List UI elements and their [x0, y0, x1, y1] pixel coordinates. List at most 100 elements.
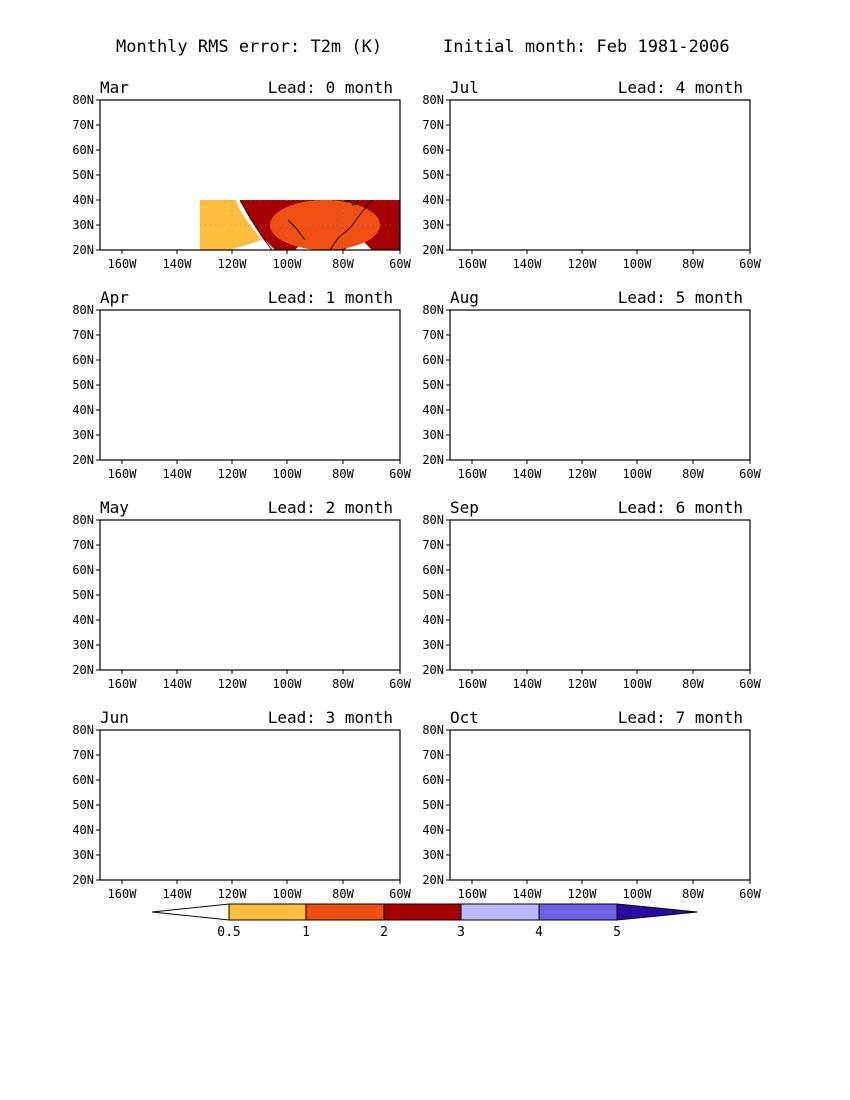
lon-tick-label: 140W — [513, 887, 543, 901]
lat-tick-label: 40N — [422, 613, 444, 627]
panel-lead-label: Lead: 2 month — [268, 498, 393, 517]
lon-tick-label: 60W — [389, 677, 411, 691]
coastline — [225, 552, 400, 670]
lat-tick-label: 20N — [422, 243, 444, 257]
lat-tick-label: 40N — [422, 193, 444, 207]
lon-tick-label: 120W — [568, 677, 598, 691]
lat-tick-label: 60N — [422, 563, 444, 577]
lon-tick-label: 60W — [389, 887, 411, 901]
lat-tick-label: 50N — [72, 588, 94, 602]
lat-tick-label: 60N — [422, 353, 444, 367]
figure-title-left: Monthly RMS error: T2m (K) — [116, 37, 382, 57]
lon-tick-label: 80W — [332, 887, 354, 901]
lat-tick-label: 40N — [72, 613, 94, 627]
lat-tick-label: 30N — [72, 638, 94, 652]
lat-tick-label: 20N — [422, 663, 444, 677]
lon-tick-label: 160W — [458, 257, 488, 271]
panel-lead-label: Lead: 6 month — [618, 498, 743, 517]
lon-tick-label: 140W — [163, 887, 193, 901]
panel-lead-label: Lead: 0 month — [268, 78, 393, 97]
panel-month-label: Aug — [450, 288, 479, 307]
lat-tick-label: 70N — [422, 328, 444, 342]
lon-tick-label: 80W — [682, 677, 704, 691]
lon-tick-label: 100W — [273, 257, 303, 271]
lat-tick-label: 40N — [422, 823, 444, 837]
lat-tick-label: 50N — [422, 588, 444, 602]
coastline — [575, 762, 750, 880]
colorbar-label-1: 1 — [302, 925, 310, 940]
colorbar-label-4: 4 — [535, 925, 543, 940]
rms-contour-fill — [445, 520, 750, 670]
lat-tick-label: 20N — [72, 453, 94, 467]
lon-tick-label: 120W — [568, 257, 598, 271]
lat-tick-label: 80N — [72, 723, 94, 737]
lat-tick-label: 70N — [422, 118, 444, 132]
lat-tick-label: 30N — [422, 638, 444, 652]
panel-month-label: Apr — [100, 288, 129, 307]
lat-tick-label: 80N — [422, 513, 444, 527]
map-panel: May Lead: 2 month 80N 70N 60N 50N 40N 30N 20N 160… — [72, 498, 411, 691]
map-panel: Oct Lead: 7 month 80N 70N 60N 50N 40N 30N 20N 160… — [422, 708, 761, 901]
lat-tick-label: 40N — [72, 403, 94, 417]
lon-tick-label: 160W — [458, 677, 488, 691]
lon-tick-label: 100W — [273, 467, 303, 481]
lat-tick-label: 80N — [72, 513, 94, 527]
lon-tick-label: 60W — [389, 467, 411, 481]
lat-tick-label: 30N — [422, 848, 444, 862]
lat-tick-label: 70N — [72, 328, 94, 342]
map-frame — [99, 309, 401, 461]
lat-tick-label: 20N — [72, 663, 94, 677]
coastline — [575, 552, 750, 670]
rms-contour-fill — [95, 310, 400, 460]
map-frame — [449, 309, 751, 461]
lat-tick-label: 50N — [72, 798, 94, 812]
lon-tick-label: 60W — [739, 887, 761, 901]
lon-tick-label: 60W — [739, 467, 761, 481]
map-panel: Sep Lead: 6 month 80N 70N 60N 50N 40N 30N 20N 160… — [422, 498, 761, 691]
lon-tick-label: 60W — [389, 257, 411, 271]
map-frame — [99, 519, 401, 671]
panel-lead-label: Lead: 4 month — [618, 78, 743, 97]
lon-tick-label: 120W — [218, 677, 248, 691]
colorbar-label-2: 2 — [380, 925, 388, 940]
map-panel: Mar Lead: 0 month 80N 70N 60N 50N 40N 30N 20N 160… — [72, 78, 411, 271]
lon-tick-label: 100W — [623, 467, 653, 481]
lat-tick-label: 70N — [72, 118, 94, 132]
lat-tick-label: 30N — [72, 218, 94, 232]
colorbar: 0.5 1 2 3 4 5 — [151, 903, 698, 940]
map-frame — [449, 729, 751, 881]
rms-contour-fill — [442, 310, 750, 460]
panel-month-label: Mar — [100, 78, 129, 97]
lon-tick-label: 100W — [273, 887, 303, 901]
lat-tick-label: 30N — [72, 848, 94, 862]
colorbar-label-3: 3 — [457, 925, 465, 940]
panel-month-label: Jul — [450, 78, 479, 97]
lat-tick-label: 30N — [72, 428, 94, 442]
lon-tick-label: 100W — [273, 677, 303, 691]
rms-contour-fill — [95, 730, 400, 880]
coastline — [575, 132, 750, 250]
panel-lead-label: Lead: 5 month — [618, 288, 743, 307]
map-frame — [99, 729, 401, 881]
colorbar-low-triangle — [151, 903, 230, 921]
rms-contour-fill — [95, 520, 400, 670]
lat-tick-label: 20N — [72, 243, 94, 257]
lat-tick-label: 60N — [72, 773, 94, 787]
lon-tick-label: 80W — [332, 257, 354, 271]
lon-tick-label: 60W — [739, 677, 761, 691]
lat-tick-label: 80N — [422, 93, 444, 107]
lat-tick-label: 30N — [422, 218, 444, 232]
lon-tick-label: 160W — [108, 887, 138, 901]
lat-tick-label: 80N — [422, 723, 444, 737]
lon-tick-label: 140W — [163, 257, 193, 271]
lon-tick-label: 80W — [682, 887, 704, 901]
panel-lead-label: Lead: 7 month — [618, 708, 743, 727]
lon-tick-label: 160W — [458, 887, 488, 901]
lon-tick-label: 120W — [218, 257, 248, 271]
lat-tick-label: 40N — [72, 823, 94, 837]
lat-tick-label: 80N — [72, 303, 94, 317]
lon-tick-label: 60W — [739, 257, 761, 271]
lat-tick-label: 50N — [422, 798, 444, 812]
colorbar-bin-4-5 — [538, 903, 618, 921]
rms-contour-fill — [200, 200, 400, 251]
